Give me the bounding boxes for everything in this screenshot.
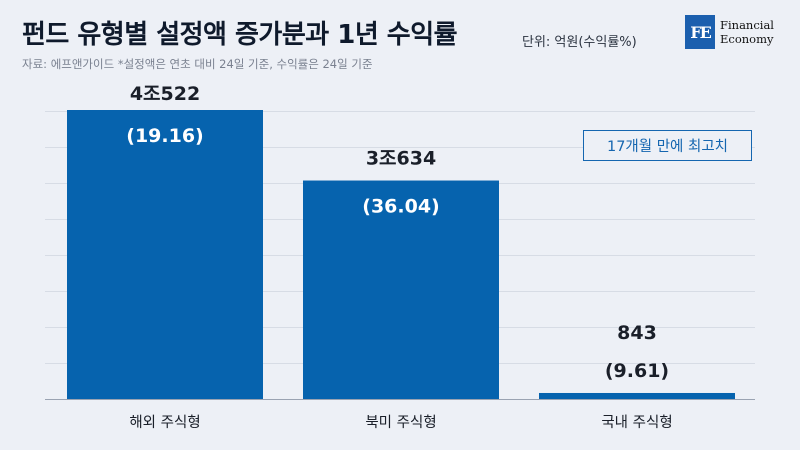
category-label: 해외 주식형 (129, 414, 200, 431)
fe-logo-icon: FE (685, 15, 715, 49)
bar-return-label: (9.61) (605, 360, 669, 382)
bar-3 (539, 392, 735, 399)
category-label: 북미 주식형 (365, 414, 436, 431)
source-note: 자료: 에프앤가이드 *설정액은 연초 대비 24일 기준, 수익률은 24일 … (22, 57, 373, 71)
bar-return-label: (36.04) (362, 196, 439, 218)
bar-value-label: 3조634 (366, 148, 436, 170)
chart-title: 펀드 유형별 설정액 증가분과 1년 수익률 (22, 20, 458, 50)
category-label: 국내 주식형 (601, 414, 672, 431)
logo-line-2: Economy (720, 32, 774, 46)
bar-2 (303, 180, 499, 399)
unit-label: 단위: 억원(수익률%) (522, 35, 637, 50)
logo-wordmark: Financial Economy (720, 18, 774, 46)
logo-line-1: Financial (720, 18, 774, 32)
bar-value-label: 843 (617, 322, 657, 344)
bars (67, 110, 735, 399)
bar-return-label: (19.16) (126, 125, 203, 147)
callout-annotation: 17개월 만에 최고치 (583, 130, 752, 161)
bar-labels: 4조522 (19.16) 해외 주식형 3조634 (36.04) 북미 주식형 843 (… (126, 83, 672, 431)
bar-1 (67, 110, 263, 399)
bar-value-label: 4조522 (130, 83, 200, 105)
financial-economy-logo: FE Financial Economy (685, 15, 774, 49)
